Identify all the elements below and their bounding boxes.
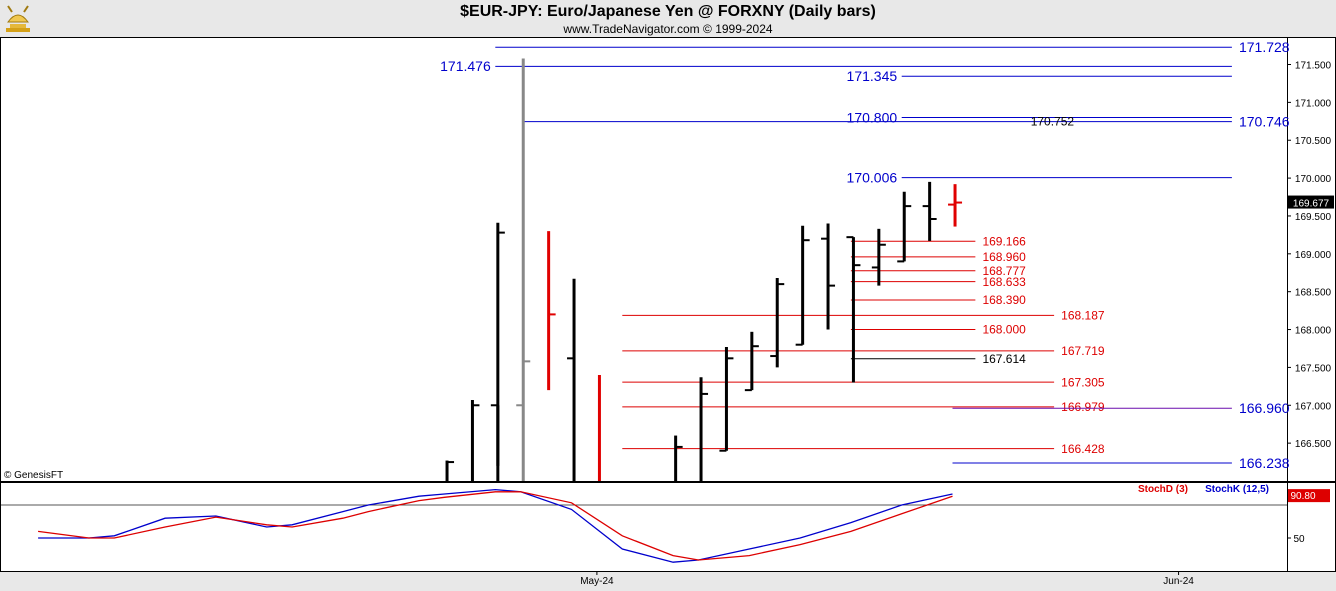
stoch-axis-ticks: 50 (1287, 534, 1305, 545)
level-label-166.428: 166.428 (1061, 442, 1105, 456)
level-label-169.166: 169.166 (982, 234, 1026, 248)
time-tick-label: May-24 (580, 576, 614, 587)
legend-stoch-k: StochK (12,5) (1205, 484, 1269, 495)
level-label-168.633: 168.633 (982, 275, 1026, 289)
level-label-170.752: 170.752 (1031, 114, 1075, 128)
time-tick-label: Jun-24 (1163, 576, 1194, 587)
level-label-170.800: 170.800 (847, 109, 898, 125)
last-price-label: 169.677 (1293, 199, 1330, 210)
legend-stoch-d: StochD (3) (1138, 484, 1188, 495)
level-label-168.390: 168.390 (982, 293, 1026, 307)
level-label-168.960: 168.960 (982, 250, 1026, 264)
stoch-tick-label: 50 (1293, 534, 1305, 545)
stoch-last-box (1288, 489, 1330, 503)
price-tick-label: 171.500 (1295, 61, 1332, 72)
price-tick-label: 170.500 (1295, 136, 1332, 147)
chart-header: $EUR-JPY: Euro/Japanese Yen @ FORXNY (Da… (0, 0, 1336, 37)
level-label-167.305: 167.305 (1061, 375, 1105, 389)
level-label-168.187: 168.187 (1061, 309, 1105, 323)
price-tick-label: 166.500 (1295, 439, 1332, 450)
price-bars (445, 58, 963, 481)
stoch-lines (1, 488, 1287, 563)
price-axis-strip (1287, 37, 1336, 482)
stoch-line-StochD (3) (38, 491, 953, 561)
level-label-168.000: 168.000 (982, 323, 1026, 337)
level-label-166.238: 166.238 (1239, 455, 1290, 471)
price-tick-label: 168.500 (1295, 288, 1332, 299)
level-label-171.476: 171.476 (440, 58, 491, 74)
price-tick-label: 168.000 (1295, 326, 1332, 337)
level-label-170.746: 170.746 (1239, 114, 1290, 130)
level-label-166.960: 166.960 (1239, 400, 1290, 416)
copyright-label: © GenesisFT (4, 470, 63, 481)
time-axis-strip (0, 572, 1336, 591)
chart-subtitle: www.TradeNavigator.com © 1999-2024 (563, 22, 773, 36)
stoch-last-label: 90.80 (1290, 491, 1315, 502)
last-price-box (1288, 195, 1334, 209)
price-tick-label: 169.500 (1295, 212, 1332, 223)
chart-title: $EUR-JPY: Euro/Japanese Yen @ FORXNY (Da… (460, 3, 876, 20)
level-label-170.006: 170.006 (847, 170, 898, 186)
price-tick-label: 167.000 (1295, 401, 1332, 412)
level-label-171.345: 171.345 (847, 68, 898, 84)
level-label-168.777: 168.777 (982, 264, 1026, 278)
price-tick-label: 169.000 (1295, 250, 1332, 261)
level-label-166.979: 166.979 (1061, 400, 1105, 414)
price-tick-label: 171.000 (1295, 98, 1332, 109)
level-label-171.728: 171.728 (1239, 39, 1290, 55)
price-panel-frame (0, 37, 1288, 482)
price-tick-label: 167.500 (1295, 363, 1332, 374)
stoch-line-StochK (12,5) (38, 488, 953, 563)
price-tick-label: 170.000 (1295, 174, 1332, 185)
price-levels: 171.728 171.476 171.345 170.800 170.746 170.7… (440, 39, 1290, 471)
price-chart-area: 171.728 171.476 171.345 170.800 170.746 170.7… (0, 37, 1336, 591)
level-label-167.614: 167.614 (982, 352, 1026, 366)
tradenavigator-bull-logo-icon (6, 5, 30, 32)
level-label-167.719: 167.719 (1061, 344, 1105, 358)
time-axis-ticks: May-24 Jun-24 (580, 571, 1194, 587)
stoch-panel-frame (0, 482, 1288, 572)
price-axis-ticks: 166.500 167.000 167.500 168.000 168.500 169.0… (1287, 61, 1332, 450)
